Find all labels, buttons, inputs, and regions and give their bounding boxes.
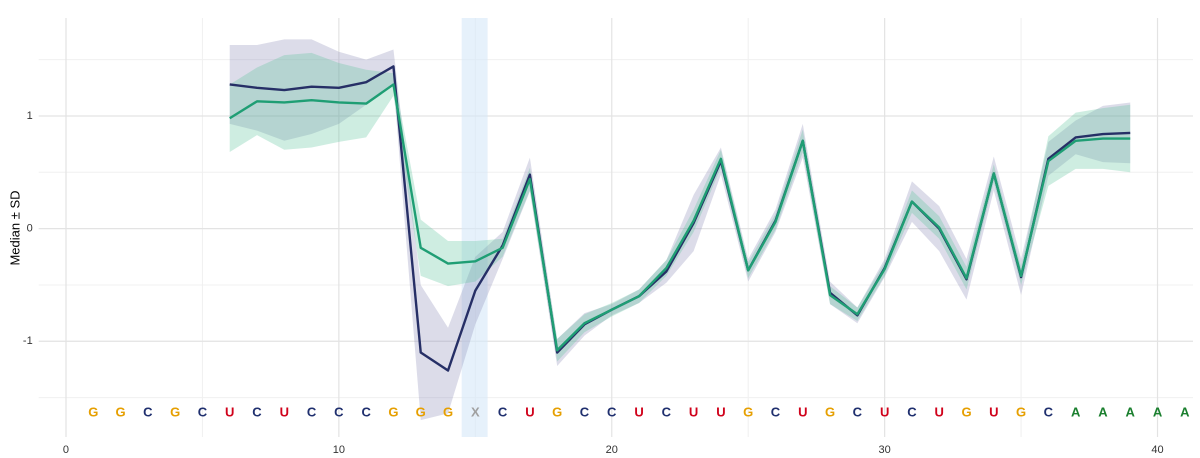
sequence-letter: C xyxy=(361,404,371,419)
sequence-letter: G xyxy=(552,404,562,419)
sequence-letter: A xyxy=(1153,404,1163,419)
sequence-letter: U xyxy=(280,404,289,419)
y-axis-label: Median ± SD xyxy=(7,190,22,265)
sequence-letter: U xyxy=(935,404,944,419)
x-tick-label: 30 xyxy=(879,444,891,456)
sequence-letter: U xyxy=(525,404,534,419)
y-tick-label: 1 xyxy=(27,110,33,122)
sequence-letter: A xyxy=(1098,404,1108,419)
sequence-letter: G xyxy=(388,404,398,419)
sequence-letter: C xyxy=(307,404,317,419)
sequence-letter: G xyxy=(88,404,98,419)
x-tick-label: 0 xyxy=(63,444,69,456)
sequence-letter: U xyxy=(989,404,998,419)
sd-band xyxy=(229,39,1131,421)
sequence-letter: G xyxy=(443,404,453,419)
sequence-letter: C xyxy=(143,404,153,419)
sequence-letter: G xyxy=(961,404,971,419)
sequence-letter: C xyxy=(498,404,508,419)
median-line xyxy=(229,83,1131,352)
sequence-letter: U xyxy=(880,404,889,419)
sequence-letter: X xyxy=(471,404,480,419)
sequence-letter: G xyxy=(743,404,753,419)
sequence-letter: C xyxy=(334,404,344,419)
sequence-letter: C xyxy=(580,404,590,419)
sequence-letter: C xyxy=(853,404,863,419)
highlight-region xyxy=(461,18,488,437)
sequence-letter: C xyxy=(662,404,672,419)
sequence-letter: G xyxy=(170,404,180,419)
y-tick-label: 0 xyxy=(27,223,33,235)
sequence-letter: U xyxy=(689,404,698,419)
sequence-letter: U xyxy=(225,404,234,419)
sequence-letter: C xyxy=(771,404,781,419)
sequence-letter: U xyxy=(716,404,725,419)
sequence-letter: C xyxy=(907,404,917,419)
sequence-letter: G xyxy=(116,404,126,419)
sequence-letter: G xyxy=(825,404,835,419)
sequence-letter: A xyxy=(1126,404,1136,419)
x-tick-label: 40 xyxy=(1151,444,1163,456)
sequence-letter: C xyxy=(198,404,208,419)
sequence-letter: C xyxy=(1044,404,1054,419)
x-tick-label: 10 xyxy=(333,444,345,456)
sequence-letter: A xyxy=(1071,404,1081,419)
sequence-letter: C xyxy=(252,404,262,419)
y-tick-label: -1 xyxy=(23,335,33,347)
sequence-letter: G xyxy=(416,404,426,419)
sequence-letter: C xyxy=(607,404,617,419)
sequence-letter: U xyxy=(798,404,807,419)
sequence-letter: G xyxy=(1016,404,1026,419)
sequence-letter: U xyxy=(634,404,643,419)
sequence-letter: A xyxy=(1180,404,1190,419)
x-tick-label: 20 xyxy=(606,444,618,456)
sd-band xyxy=(229,52,1131,362)
